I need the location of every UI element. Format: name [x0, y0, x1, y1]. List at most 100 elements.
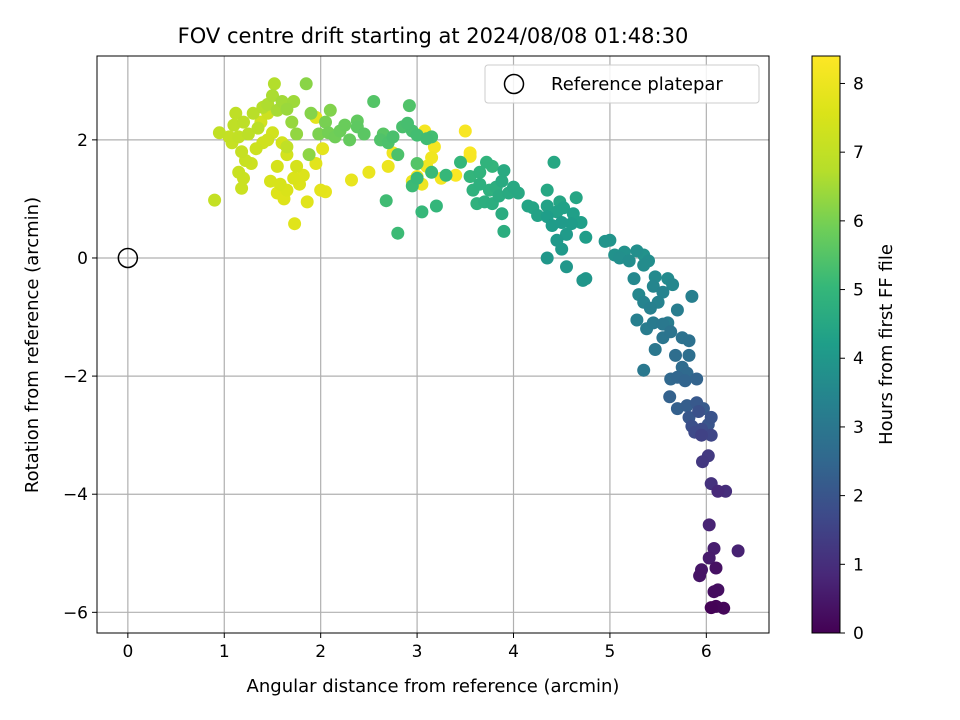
data-point — [287, 171, 301, 185]
data-point — [235, 181, 249, 195]
data-point — [212, 126, 226, 140]
data-point — [237, 115, 250, 129]
data-point — [304, 106, 318, 120]
data-point — [555, 216, 569, 229]
data-point — [495, 174, 509, 188]
legend: Reference platepar — [484, 64, 760, 104]
colorbar-label: Hours from first FF file — [876, 244, 897, 445]
x-tick-label: 1 — [219, 642, 230, 662]
data-point — [670, 303, 684, 317]
data-point — [229, 106, 243, 120]
data-point — [379, 194, 393, 208]
data-point — [702, 551, 716, 565]
data-point — [401, 116, 414, 130]
data-point — [540, 199, 554, 213]
data-point — [381, 159, 395, 173]
data-point — [627, 272, 641, 286]
data-point — [273, 177, 287, 191]
data-point — [345, 173, 358, 187]
data-point — [656, 285, 670, 299]
data-point — [643, 301, 657, 315]
data-point — [290, 159, 304, 173]
data-point — [646, 316, 660, 330]
colorbar-tick-label: 7 — [853, 143, 864, 163]
data-point — [560, 260, 573, 274]
data-point — [402, 99, 416, 113]
y-tick-label: 0 — [77, 249, 88, 269]
data-point — [300, 195, 314, 209]
x-axis-label: Angular distance from reference (arcmin) — [247, 676, 620, 697]
data-point — [480, 155, 493, 169]
data-point — [696, 455, 709, 469]
x-tick-label: 0 — [122, 642, 133, 662]
colorbar-tick-label: 2 — [853, 487, 864, 507]
data-point — [425, 165, 439, 179]
data-point — [711, 484, 725, 498]
data-point — [251, 121, 265, 135]
colorbar-tick-label: 1 — [853, 555, 864, 575]
data-point — [454, 155, 467, 169]
data-point — [560, 227, 573, 241]
data-point — [693, 569, 707, 583]
data-point — [664, 325, 678, 339]
data-point — [285, 115, 299, 129]
colorbar-tick-label: 5 — [853, 281, 864, 301]
colorbar-tick-label: 3 — [853, 418, 864, 438]
data-point — [566, 207, 580, 221]
data-point — [704, 410, 718, 424]
data-point — [497, 164, 511, 178]
plot-area — [96, 55, 770, 634]
data-point — [630, 313, 644, 327]
colorbar-tick-label: 8 — [853, 74, 864, 94]
data-point — [309, 157, 323, 170]
data-point — [357, 127, 371, 141]
data-point — [690, 372, 704, 386]
data-point — [246, 106, 260, 120]
data-point — [410, 171, 424, 185]
data-point — [280, 140, 294, 154]
data-point — [678, 374, 692, 388]
data-point — [569, 191, 583, 205]
y-tick-label: −4 — [63, 485, 88, 505]
data-point — [463, 149, 477, 163]
data-point — [550, 233, 564, 247]
data-point — [249, 142, 263, 156]
x-tick-label: 3 — [412, 642, 423, 662]
data-point — [521, 199, 535, 213]
data-point — [463, 170, 477, 183]
reference-marker-layer — [117, 247, 139, 269]
legend-marker-open-circle — [503, 73, 525, 95]
data-point — [410, 157, 424, 170]
data-point — [663, 390, 677, 404]
data-point — [319, 115, 332, 129]
data-point — [547, 155, 561, 169]
data-point — [338, 118, 352, 132]
data-point — [391, 148, 405, 162]
legend-box — [484, 64, 760, 104]
data-point — [531, 209, 545, 222]
data-point — [316, 142, 330, 156]
data-point — [540, 251, 554, 265]
data-point — [731, 544, 745, 558]
data-point — [550, 205, 564, 219]
data-point — [704, 428, 718, 442]
data-point — [704, 601, 718, 615]
data-point — [323, 103, 337, 117]
data-point — [598, 234, 612, 248]
data-point — [429, 199, 443, 213]
data-point — [439, 168, 453, 182]
y-tick-label: 2 — [77, 131, 88, 151]
x-tick-label: 5 — [605, 642, 616, 662]
data-point — [507, 180, 520, 194]
colorbar-gradient — [811, 55, 841, 634]
data-point — [622, 254, 636, 268]
data-point — [232, 165, 246, 179]
y-axis-ticks: −6 −4 −2 0 2 — [63, 131, 97, 623]
data-point — [449, 168, 463, 182]
data-point — [564, 217, 578, 231]
data-point — [386, 130, 400, 144]
data-point — [425, 151, 439, 165]
data-point — [302, 148, 316, 162]
data-point — [540, 183, 554, 197]
data-point — [241, 127, 255, 141]
